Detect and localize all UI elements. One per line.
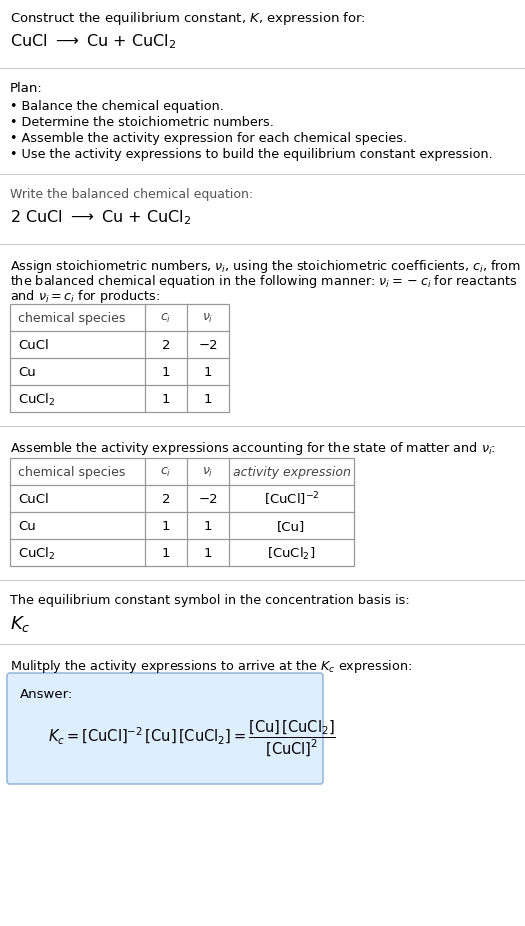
Text: 1: 1 — [162, 366, 170, 379]
Text: $\nu_i$: $\nu_i$ — [202, 312, 214, 325]
Text: 1: 1 — [204, 520, 212, 533]
Text: and $\nu_i = c_i$ for products:: and $\nu_i = c_i$ for products: — [10, 288, 160, 305]
Bar — [10, 304, 229, 412]
Text: CuCl$_2$: CuCl$_2$ — [18, 392, 56, 407]
Text: $c_i$: $c_i$ — [160, 466, 172, 479]
Text: $K_c$: $K_c$ — [10, 614, 30, 634]
Text: 1: 1 — [162, 547, 170, 560]
Text: • Balance the chemical equation.: • Balance the chemical equation. — [10, 100, 224, 113]
Text: −2: −2 — [198, 493, 218, 506]
Text: 1: 1 — [204, 366, 212, 379]
Text: 1: 1 — [204, 547, 212, 560]
Text: Construct the equilibrium constant, $K$, expression for:: Construct the equilibrium constant, $K$,… — [10, 10, 366, 27]
Text: CuCl $\longrightarrow$ Cu + CuCl$_2$: CuCl $\longrightarrow$ Cu + CuCl$_2$ — [10, 32, 176, 51]
Text: Cu: Cu — [18, 366, 36, 379]
Text: the balanced chemical equation in the following manner: $\nu_i = -c_i$ for react: the balanced chemical equation in the fo… — [10, 273, 518, 290]
Text: The equilibrium constant symbol in the concentration basis is:: The equilibrium constant symbol in the c… — [10, 594, 410, 607]
Text: 1: 1 — [162, 520, 170, 533]
Text: 2: 2 — [162, 493, 170, 506]
Text: $\nu_i$: $\nu_i$ — [202, 466, 214, 479]
Text: CuCl: CuCl — [18, 493, 49, 506]
Text: • Assemble the activity expression for each chemical species.: • Assemble the activity expression for e… — [10, 132, 407, 145]
Text: 1: 1 — [162, 393, 170, 406]
Text: Cu: Cu — [18, 520, 36, 533]
Text: 2 CuCl $\longrightarrow$ Cu + CuCl$_2$: 2 CuCl $\longrightarrow$ Cu + CuCl$_2$ — [10, 208, 192, 227]
Text: Mulitply the activity expressions to arrive at the $K_c$ expression:: Mulitply the activity expressions to arr… — [10, 658, 412, 675]
Text: activity expression: activity expression — [233, 466, 351, 479]
FancyBboxPatch shape — [7, 673, 323, 784]
Text: Write the balanced chemical equation:: Write the balanced chemical equation: — [10, 188, 253, 201]
Text: Plan:: Plan: — [10, 82, 43, 95]
Text: $K_c = [\mathrm{CuCl}]^{-2}\,[\mathrm{Cu}]\,[\mathrm{CuCl_2}] = \dfrac{[\mathrm{: $K_c = [\mathrm{CuCl}]^{-2}\,[\mathrm{Cu… — [48, 719, 336, 757]
Bar — [10, 458, 354, 566]
Text: • Determine the stoichiometric numbers.: • Determine the stoichiometric numbers. — [10, 116, 274, 129]
Text: [CuCl$_2$]: [CuCl$_2$] — [267, 545, 316, 561]
Text: −2: −2 — [198, 339, 218, 352]
Text: 1: 1 — [204, 393, 212, 406]
Text: [Cu]: [Cu] — [277, 520, 306, 533]
Text: Assign stoichiometric numbers, $\nu_i$, using the stoichiometric coefficients, $: Assign stoichiometric numbers, $\nu_i$, … — [10, 258, 521, 275]
Text: chemical species: chemical species — [18, 466, 125, 479]
Text: chemical species: chemical species — [18, 312, 125, 325]
Text: $c_i$: $c_i$ — [160, 312, 172, 325]
Text: CuCl$_2$: CuCl$_2$ — [18, 545, 56, 561]
Text: Answer:: Answer: — [20, 688, 74, 701]
Text: CuCl: CuCl — [18, 339, 49, 352]
Text: [CuCl]$^{-2}$: [CuCl]$^{-2}$ — [264, 491, 319, 508]
Text: • Use the activity expressions to build the equilibrium constant expression.: • Use the activity expressions to build … — [10, 148, 493, 161]
Text: Assemble the activity expressions accounting for the state of matter and $\nu_i$: Assemble the activity expressions accoun… — [10, 440, 496, 457]
Text: 2: 2 — [162, 339, 170, 352]
